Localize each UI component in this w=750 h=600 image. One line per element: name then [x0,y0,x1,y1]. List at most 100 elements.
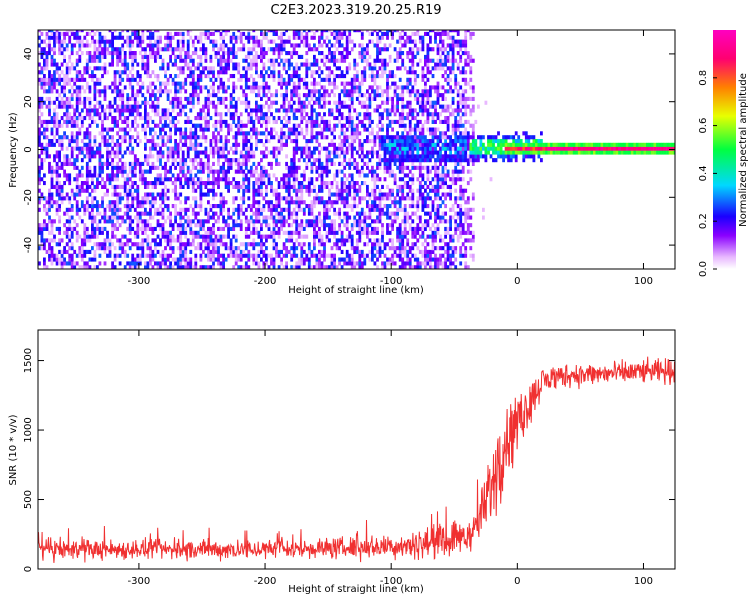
spectrogram-cell [212,89,215,93]
spectrogram-cell [313,204,316,208]
spectrogram-cell [247,250,250,254]
spectrogram-cell [283,47,286,51]
spectrogram-cell [303,151,306,155]
spectrogram-cell [391,74,394,78]
spectrogram-cell [348,181,351,185]
spectrogram-cell [154,55,157,59]
spectrogram-cell [192,158,195,162]
spectrogram-cell [61,63,64,67]
spectrogram-cell [217,250,220,254]
spectrogram-cell [258,55,261,59]
spectrogram-cell [159,204,162,208]
spectrogram-cell [200,166,203,170]
spectrogram-cell [273,261,276,265]
spectrogram-cell [288,135,291,139]
spectrogram-cell [232,151,235,155]
spectrogram-cell [386,101,389,105]
spectrogram-cell [89,55,92,59]
spectrogram-cell [136,235,139,239]
spectrogram-cell [333,147,336,151]
spectrogram-cell [328,196,331,200]
spectrogram-cell [106,116,109,120]
spectrogram-cell [374,261,377,265]
spectrogram-cell [293,181,296,185]
spectrogram-cell [300,200,303,204]
spectrogram-cell [394,105,397,109]
spectrogram-cell [179,55,182,59]
spectrogram-cell [83,254,86,258]
spectrogram-cell [270,93,273,97]
spectrogram-cell [300,105,303,109]
spectrogram-cell [386,135,389,139]
spectrogram-cell [134,208,137,212]
spectrogram-cell [341,258,344,262]
spectrogram-cell [144,196,147,200]
spectrogram-cell [172,63,175,67]
spectrogram-cell [157,97,160,101]
spectrogram-cell [58,189,61,193]
spectrogram-cell [189,170,192,174]
spectrogram-cell [46,135,49,139]
spectrogram-cell [391,135,394,139]
spectrogram-cell [136,131,139,135]
spectrogram-cell [321,166,324,170]
spectrogram-cell [293,212,296,216]
spectrogram-cell [305,223,308,227]
spectrogram-cell [152,139,155,143]
spectrogram-cell [328,66,331,70]
spectrogram-cell [99,162,102,166]
spectrogram-cell [53,116,56,120]
spectrogram-cell [283,124,286,128]
spectrogram-cell [53,112,56,116]
spectrogram-cell [313,151,316,155]
spectrogram-cell [197,181,200,185]
spectrogram-cell [353,66,356,70]
spectrogram-cell [227,66,230,70]
spectrogram-cell [116,55,119,59]
spectrogram-cell [56,254,59,258]
spectrogram-cell [331,89,334,93]
spectrogram-cell [336,242,339,246]
spectrogram-cell [255,261,258,265]
spectrogram-cell [217,151,220,155]
spectrogram-cell [116,124,119,128]
spectrogram-cell [263,112,266,116]
spectrogram-cell [235,40,238,44]
spectrogram-cell [268,40,271,44]
spectrogram-cell [298,97,301,101]
spectrogram-cell [68,143,71,147]
spectrogram-cell [96,181,99,185]
spectrogram-cell [174,158,177,162]
spectrogram-cell [240,151,243,155]
spectrogram-cell [83,36,86,40]
spectrogram-cell [144,158,147,162]
spectrogram-cell [157,143,160,147]
spectrogram-cell [384,170,387,174]
spectrogram-cell [205,162,208,166]
spectrogram-cell [283,216,286,220]
spectrogram-cell [353,223,356,227]
spectrogram-cell [144,231,147,235]
spectrogram-cell [348,108,351,112]
spectrogram-cell [169,47,172,51]
spectrogram-cell [268,120,271,124]
spectrogram-cell [263,219,266,223]
spectrogram-cell [353,131,356,135]
spectrogram-cell [245,93,248,97]
spectrogram-cell [290,235,293,239]
spectrogram-cell [275,158,278,162]
spectrogram-cell [247,219,250,223]
spectrogram-cell [255,242,258,246]
spectrogram-cell [179,166,182,170]
spectrogram-cell [230,242,233,246]
spectrogram-cell [303,170,306,174]
spectrogram-cell [200,32,203,36]
spectrogram-cell [172,258,175,262]
spectrogram-cell [81,238,84,242]
spectrogram-cell [217,177,220,181]
spectrogram-cell [225,97,228,101]
spectrogram-cell [104,108,107,112]
spectrogram-cell [227,108,230,112]
spectrogram-cell [144,223,147,227]
spectrogram-cell [144,135,147,139]
